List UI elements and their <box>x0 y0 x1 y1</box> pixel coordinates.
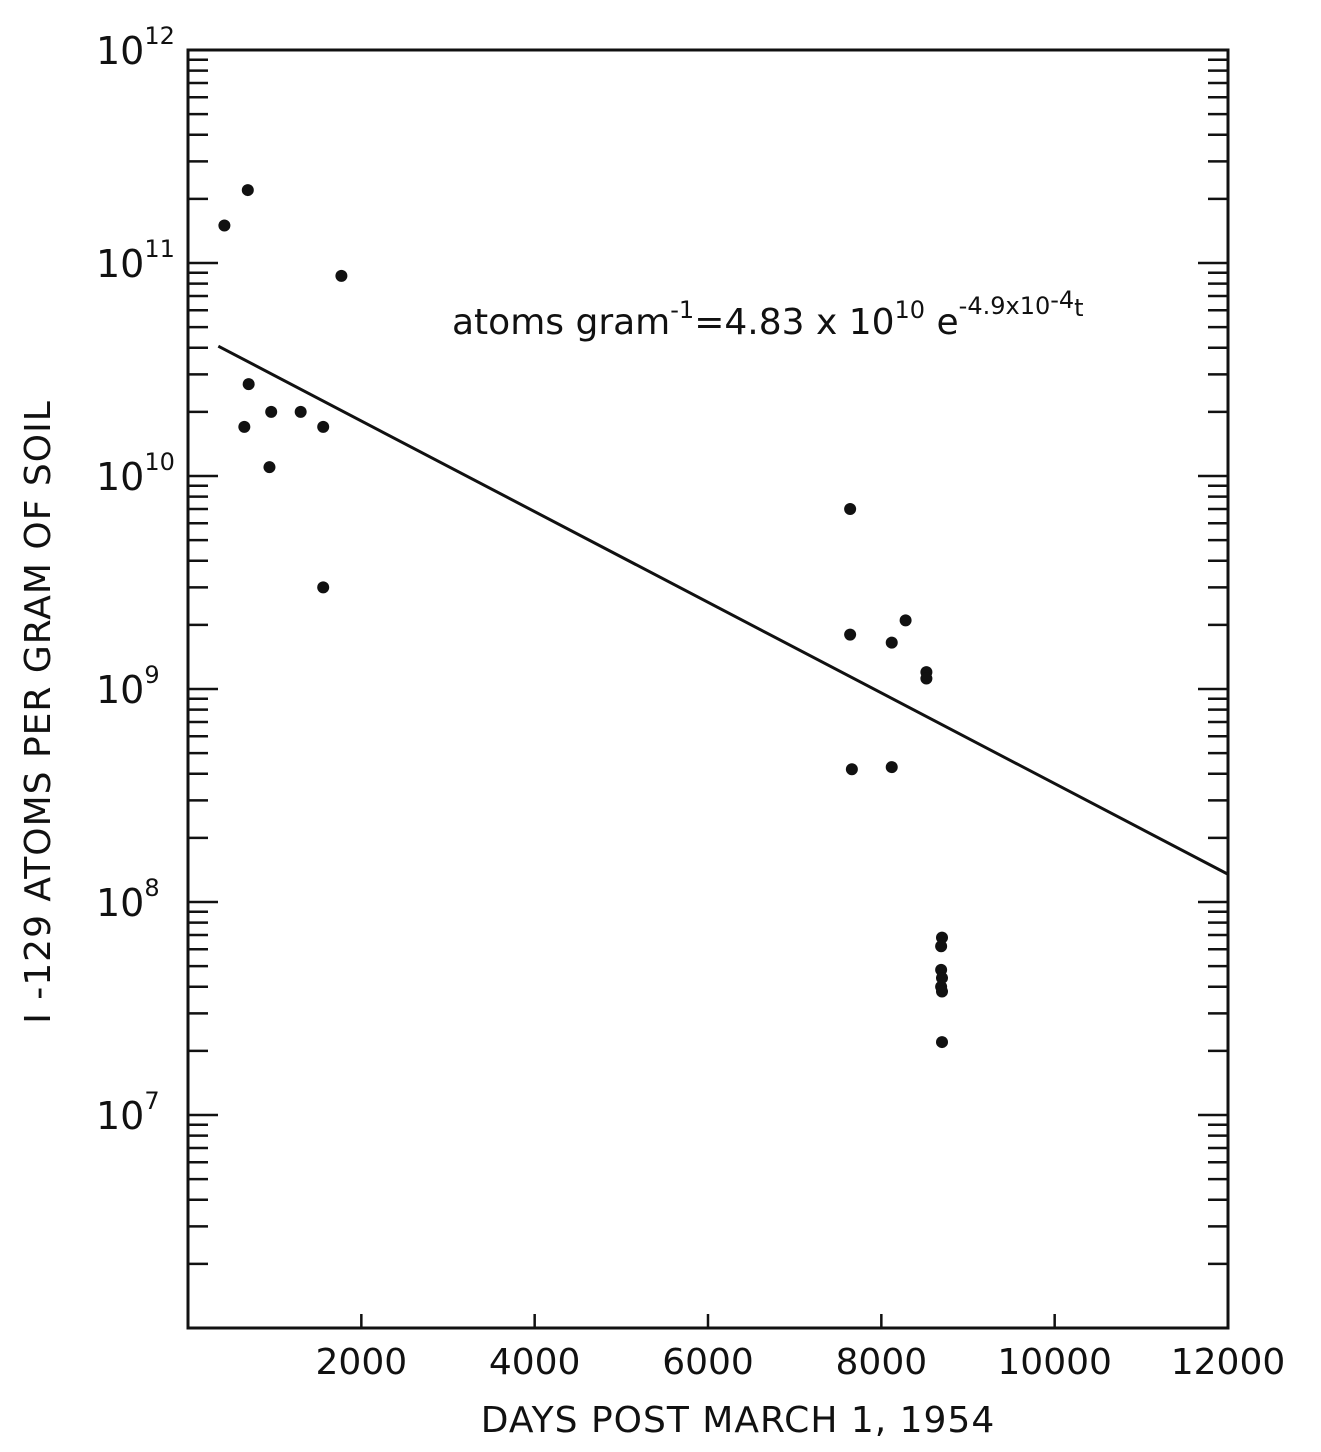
data-point <box>844 502 857 515</box>
x-axis-title: DAYS POST MARCH 1, 1954 <box>481 1400 996 1441</box>
data-point <box>936 971 948 984</box>
y-tick-base: 10 <box>96 881 144 925</box>
y-tick-base: 10 <box>96 242 144 286</box>
data-point <box>265 405 278 418</box>
y-tick-label: 109 <box>96 661 160 712</box>
y-tick-exponent: 9 <box>144 661 159 689</box>
x-tick-label: 8000 <box>836 1342 928 1383</box>
x-tick-label: 10000 <box>997 1342 1112 1383</box>
y-tick-exponent: 12 <box>144 22 175 50</box>
equation-sup-3: -4.9x10 <box>959 292 1051 320</box>
tick-labels: 2000 4000 6000 8000 10000 1200010710810910101… <box>96 22 1285 1383</box>
y-tick-base: 10 <box>96 668 144 712</box>
data-point <box>885 761 898 774</box>
data-points <box>218 184 948 1049</box>
equation-sup-3b: -4 <box>1050 286 1074 314</box>
fit-line <box>217 344 1229 876</box>
y-tick-base: 10 <box>96 29 144 73</box>
data-point <box>335 269 348 282</box>
equation-sup-2: 10 <box>895 296 926 324</box>
equation-sup-1: -1 <box>670 296 694 324</box>
y-axis-title: I -129 ATOMS PER GRAM OF SOIL <box>18 400 59 1024</box>
data-point <box>845 763 858 776</box>
data-point <box>263 461 276 474</box>
equation-mid-1: =4.83 x 10 <box>694 302 894 343</box>
data-point <box>844 628 857 641</box>
data-point <box>241 184 254 197</box>
axis-ticks <box>188 48 1230 1330</box>
y-tick-label: 1012 <box>96 22 175 73</box>
equation-lead: atoms gram <box>452 302 670 343</box>
y-tick-exponent: 10 <box>144 448 175 476</box>
y-tick-label: 108 <box>96 874 160 925</box>
y-tick-exponent: 7 <box>144 1087 159 1115</box>
data-point <box>242 378 255 391</box>
y-tick-base: 10 <box>96 1094 144 1138</box>
x-tick-label: 4000 <box>489 1342 581 1383</box>
data-point <box>935 940 948 953</box>
y-tick-base: 10 <box>96 455 144 499</box>
plot-frame <box>186 48 1230 1330</box>
x-tick-label: 2000 <box>316 1342 408 1383</box>
data-point <box>218 219 231 232</box>
y-tick-exponent: 11 <box>144 235 175 263</box>
data-point <box>294 405 307 418</box>
x-tick-label: 12000 <box>1171 1342 1286 1383</box>
data-point <box>317 420 330 433</box>
equation-tail: t <box>1074 294 1083 322</box>
y-tick-exponent: 8 <box>144 874 159 902</box>
data-point <box>899 614 912 627</box>
data-point <box>920 672 933 685</box>
plot-border <box>186 48 1230 1330</box>
y-tick-label: 1011 <box>96 235 175 286</box>
equation-mid-2: e <box>925 302 959 343</box>
data-point <box>317 581 330 594</box>
data-point <box>885 636 898 649</box>
fit-equation: atoms gram-1=4.83 x 1010 e-4.9x10-4t <box>452 286 1084 343</box>
y-tick-label: 107 <box>96 1087 160 1138</box>
fit-line-group <box>217 344 1229 876</box>
y-tick-label: 1010 <box>96 448 175 499</box>
data-point <box>238 420 251 433</box>
data-point <box>936 985 948 998</box>
data-point <box>936 1036 948 1049</box>
x-tick-label: 6000 <box>662 1342 754 1383</box>
